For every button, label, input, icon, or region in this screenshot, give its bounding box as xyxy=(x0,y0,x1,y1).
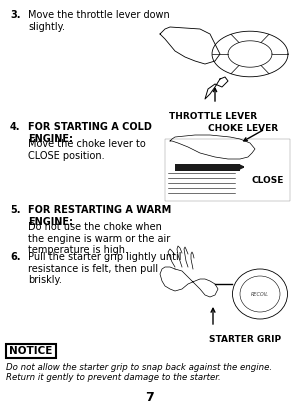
Text: 7: 7 xyxy=(146,390,154,401)
Text: 3.: 3. xyxy=(10,10,20,20)
Text: FOR RESTARTING A WARM
ENGINE:: FOR RESTARTING A WARM ENGINE: xyxy=(28,205,171,226)
Text: Pull the starter grip lightly until
resistance is felt, then pull
briskly.: Pull the starter grip lightly until resi… xyxy=(28,251,182,284)
Text: STARTER GRIP: STARTER GRIP xyxy=(209,334,281,343)
Bar xyxy=(175,164,240,172)
Text: Move the throttle lever down
slightly.: Move the throttle lever down slightly. xyxy=(28,10,170,32)
Text: CLOSE: CLOSE xyxy=(252,176,284,184)
Text: CHOKE LEVER: CHOKE LEVER xyxy=(208,124,278,133)
Text: Move the choke lever to
CLOSE position.: Move the choke lever to CLOSE position. xyxy=(28,139,146,160)
Text: 5.: 5. xyxy=(10,205,20,215)
Text: Return it gently to prevent damage to the starter.: Return it gently to prevent damage to th… xyxy=(6,372,221,381)
Text: FOR STARTING A COLD
ENGINE:: FOR STARTING A COLD ENGINE: xyxy=(28,122,152,143)
Bar xyxy=(165,140,290,201)
Text: 6.: 6. xyxy=(10,251,20,261)
Text: Do not use the choke when
the engine is warm or the air
temperature is high.: Do not use the choke when the engine is … xyxy=(28,221,170,255)
Text: NOTICE: NOTICE xyxy=(9,345,53,355)
Text: Do not allow the starter grip to snap back against the engine.: Do not allow the starter grip to snap ba… xyxy=(6,362,272,371)
Text: THROTTLE LEVER: THROTTLE LEVER xyxy=(169,112,257,121)
Bar xyxy=(6,344,56,358)
Text: RECOIL: RECOIL xyxy=(251,292,269,297)
Text: 4.: 4. xyxy=(10,122,20,132)
